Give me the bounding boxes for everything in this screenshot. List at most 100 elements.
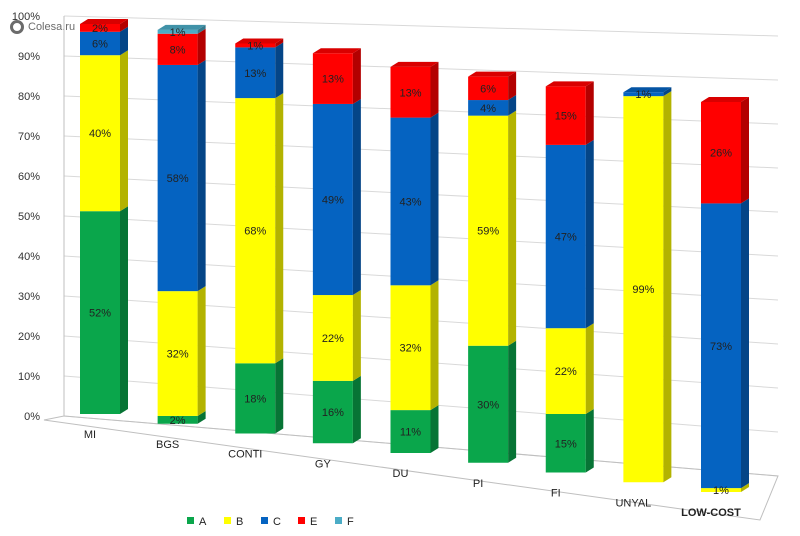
x-category-label: PI [473, 478, 483, 490]
watermark-logo-icon [10, 20, 24, 34]
bar-segment [157, 33, 198, 65]
bar-top [468, 71, 517, 77]
data-label: 1% [635, 89, 651, 101]
data-label: 58% [167, 173, 189, 185]
bar-segment [468, 115, 509, 346]
bar-side [197, 28, 206, 65]
bar-segment [545, 414, 586, 473]
bar-segment [701, 203, 741, 489]
bar-top [623, 87, 672, 93]
bars [80, 19, 749, 492]
bar-segment [80, 31, 120, 56]
bar-side [120, 206, 128, 414]
bar-side [197, 24, 206, 34]
bar-side [741, 483, 749, 492]
legend-swatch [261, 517, 268, 524]
bar-segment [390, 66, 431, 118]
data-label: 6% [480, 83, 496, 95]
y-tick-label: 20% [18, 331, 40, 343]
bar-side [508, 71, 517, 101]
bar-side [197, 59, 206, 292]
x-category-label: DU [393, 468, 409, 480]
x-category-label: GY [315, 458, 332, 470]
bar-segment [468, 100, 509, 116]
data-label: 1% [170, 27, 186, 39]
bar-segment [312, 53, 353, 104]
gridline [63, 15, 779, 37]
data-label: 18% [244, 393, 266, 405]
data-label: 2% [170, 415, 186, 427]
legend-label: C [273, 516, 281, 528]
bar-segment [390, 410, 431, 453]
bar-side [585, 81, 594, 145]
bar-segment [623, 96, 664, 483]
bar-side [508, 110, 517, 346]
watermark: Colesa.ru [10, 20, 75, 34]
bar-segment [390, 117, 431, 286]
x-category-label: UNYAL [615, 497, 651, 509]
y-tick-label: 30% [18, 291, 40, 303]
data-label: 30% [477, 399, 499, 411]
data-label: 73% [710, 341, 732, 353]
data-label: 15% [555, 111, 577, 123]
data-label: 15% [555, 438, 577, 450]
bar-segment [312, 380, 353, 444]
y-axis: 0% 10% 20% 30% 40% 50% 60% 70% 80% 90% 100% [12, 11, 40, 423]
data-label: 1% [713, 485, 729, 497]
bar-side [663, 91, 672, 483]
bar-segment [157, 29, 198, 34]
y-tick-label: 0% [24, 411, 40, 423]
bar-side [741, 198, 749, 489]
data-label: 22% [555, 366, 577, 378]
data-label: 8% [170, 44, 186, 56]
legend-swatch [187, 517, 194, 524]
data-label: 11% [400, 427, 421, 439]
bar-side [663, 87, 672, 97]
y-tick-label: 50% [18, 211, 40, 223]
legend-swatch [335, 517, 342, 524]
legend-label: E [310, 516, 317, 528]
legend-label: F [347, 516, 354, 528]
y-tick-label: 60% [18, 171, 40, 183]
legend-label: A [199, 516, 207, 528]
data-labels: 52% 40% 6% 2% 2% 32% 58% 8% 1% 18% 68% 13% 1% 16% 22% 4… [89, 23, 732, 497]
bar-side [275, 42, 284, 99]
bar-top [312, 48, 361, 54]
bar-side [352, 375, 361, 444]
bar-side [352, 290, 361, 381]
bar-side [508, 340, 517, 463]
bar-segment [312, 103, 353, 296]
x-category-label: CONTI [228, 449, 262, 461]
y-tick-label: 40% [18, 251, 40, 263]
data-label: 13% [244, 68, 266, 80]
y-tick-label: 80% [18, 91, 40, 103]
bar-segment [312, 295, 353, 381]
bar-segment [468, 345, 509, 463]
data-label: 52% [89, 308, 111, 320]
bar-side [508, 95, 517, 116]
bar-segment [235, 98, 276, 364]
bar-side [430, 112, 439, 286]
data-label: 32% [399, 343, 421, 355]
bar-side [120, 26, 128, 56]
bar-side [197, 410, 206, 424]
legend-swatch [224, 517, 231, 524]
bar-side [275, 93, 284, 364]
bar-side [120, 19, 128, 32]
bar-side [352, 98, 361, 296]
bar-side [352, 48, 361, 104]
x-category-label: MI [84, 429, 96, 441]
bar-side [275, 38, 284, 48]
data-label: 2% [92, 23, 108, 35]
legend-swatch [298, 517, 305, 524]
x-axis: MI BGS CONTI GY DU PI FI UNYAL LOW-COST [84, 429, 741, 519]
data-label: 6% [92, 39, 108, 51]
bar-top [701, 97, 749, 102]
bar-segment [545, 86, 586, 145]
data-label: 68% [244, 226, 266, 238]
bar-segment [701, 488, 741, 492]
y-tick-label: 90% [18, 51, 40, 63]
data-label: 43% [399, 196, 421, 208]
